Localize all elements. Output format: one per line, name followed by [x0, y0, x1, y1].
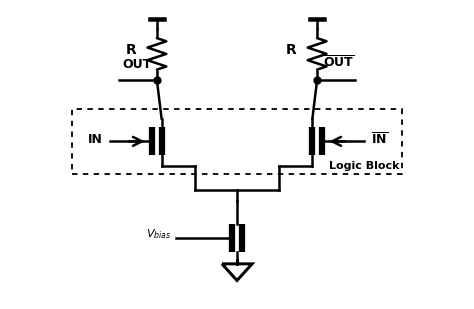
- Text: R: R: [126, 43, 137, 57]
- Text: Logic Block: Logic Block: [329, 161, 400, 171]
- Text: $\overline{\mathbf{IN}}$: $\overline{\mathbf{IN}}$: [371, 131, 388, 147]
- Text: IN: IN: [88, 133, 103, 146]
- Bar: [72, 108, 402, 174]
- Text: $V_{bias}$: $V_{bias}$: [146, 227, 171, 241]
- Text: OUT: OUT: [122, 57, 151, 70]
- Text: R: R: [286, 43, 297, 57]
- Text: $\overline{\mathbf{OUT}}$: $\overline{\mathbf{OUT}}$: [323, 55, 354, 70]
